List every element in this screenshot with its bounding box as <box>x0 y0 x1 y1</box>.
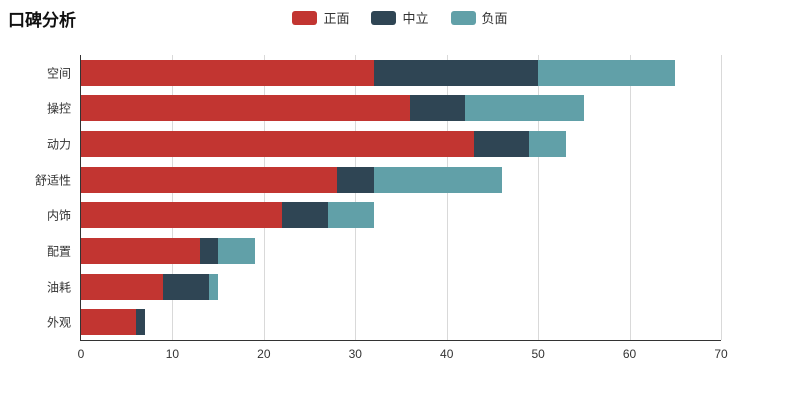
legend-label: 负面 <box>481 11 508 26</box>
bar-segment <box>81 237 200 264</box>
bar-segment <box>81 131 475 158</box>
legend-swatch <box>371 10 397 25</box>
legend-swatch <box>450 10 476 25</box>
bar-segment <box>199 237 219 264</box>
bar-segment <box>81 95 411 122</box>
gridline <box>446 55 448 340</box>
x-tick-label: 10 <box>165 347 180 361</box>
gridline <box>355 55 357 340</box>
bar-segment <box>135 309 145 336</box>
y-category-label: 配置 <box>46 244 71 259</box>
x-tick-label: 50 <box>531 347 545 361</box>
bar-segment <box>218 237 255 264</box>
legend: 正面 中立 负面 <box>0 8 800 27</box>
legend-label: 正面 <box>323 11 350 26</box>
bar-segment <box>81 59 374 86</box>
bar-segment <box>81 273 164 300</box>
bar-segment <box>327 202 374 229</box>
bar-segment <box>81 202 283 229</box>
chart-title: 口碑分析 <box>8 11 76 30</box>
y-category-label: 操控 <box>46 101 71 116</box>
bar-segment <box>529 131 566 158</box>
legend-item-1[interactable]: 中立 <box>371 8 429 27</box>
y-category-label: 空间 <box>46 66 71 81</box>
x-tick-label: 70 <box>714 347 728 361</box>
gridline <box>721 55 722 340</box>
x-tick-label: 40 <box>440 347 454 361</box>
x-tick-label: 20 <box>257 347 271 361</box>
gridline <box>172 55 174 340</box>
y-category-label: 舒适性 <box>34 173 71 188</box>
y-category-label: 内饰 <box>46 208 71 223</box>
legend-swatch <box>292 10 318 25</box>
gridline <box>538 55 540 340</box>
bar-segment <box>465 95 584 122</box>
bar-segment <box>373 59 539 86</box>
bar-segment <box>81 166 337 193</box>
bar-segment <box>337 166 374 193</box>
bar-segment <box>538 59 676 86</box>
x-tick-label: 60 <box>622 347 637 361</box>
bar-segment <box>373 166 502 193</box>
bar-segment <box>474 131 529 158</box>
bar-segment <box>163 273 209 300</box>
bar-segment <box>81 309 136 336</box>
bar-segment <box>410 95 465 122</box>
legend-item-2[interactable]: 负面 <box>450 8 508 27</box>
y-category-label: 动力 <box>46 137 71 152</box>
x-tick-label: 0 <box>77 347 85 361</box>
legend-label: 中立 <box>402 11 429 26</box>
x-tick-label: 30 <box>348 347 362 361</box>
bar-segment <box>282 202 328 229</box>
y-category-label: 外观 <box>46 315 71 330</box>
plot-area: 0 10 20 30 40 50 60 70 空间操控动力舒适性内饰配置油耗外观 <box>35 55 728 361</box>
y-category-label: 油耗 <box>46 280 71 295</box>
legend-item-0[interactable]: 正面 <box>292 8 349 27</box>
gridline <box>629 55 631 340</box>
gridline <box>263 55 265 340</box>
bar-segment <box>209 273 219 300</box>
